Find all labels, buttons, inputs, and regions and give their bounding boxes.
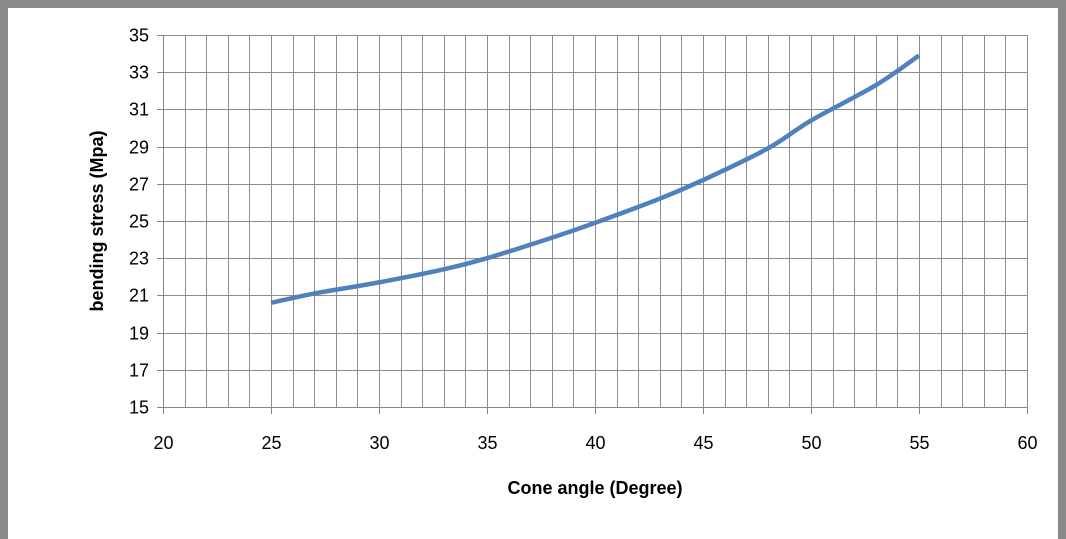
x-tick-label: 20 <box>153 433 173 453</box>
y-tick-label: 31 <box>129 100 149 120</box>
y-tick-label: 29 <box>129 138 149 158</box>
y-tick-labels: 15 17 19 21 23 25 27 29 31 33 35 <box>129 26 149 418</box>
x-tick-label: 30 <box>369 433 389 453</box>
gridlines <box>163 35 1028 407</box>
y-tick-label: 15 <box>129 398 149 418</box>
y-tick-label: 19 <box>129 324 149 344</box>
y-tick-label: 27 <box>129 175 149 195</box>
x-tick-label: 45 <box>693 433 713 453</box>
x-tick-label: 35 <box>477 433 497 453</box>
axes <box>157 35 1028 414</box>
y-tick-label: 23 <box>129 249 149 269</box>
series-lines <box>270 53 921 306</box>
x-tick-label: 25 <box>261 433 281 453</box>
y-tick-label: 33 <box>129 63 149 83</box>
x-axis-title: Cone angle (Degree) <box>507 478 682 498</box>
x-tick-labels: 20 25 30 35 40 45 50 55 60 <box>153 433 1037 453</box>
x-tick-label: 55 <box>909 433 929 453</box>
x-tick-label: 50 <box>801 433 821 453</box>
y-axis-title: bending stress (Mpa) <box>87 130 107 311</box>
series-line <box>270 53 921 306</box>
y-tick-label: 35 <box>129 26 149 46</box>
y-tick-label: 25 <box>129 212 149 232</box>
y-tick-label: 17 <box>129 361 149 381</box>
x-tick-label: 60 <box>1017 433 1037 453</box>
x-tick-label: 40 <box>585 433 605 453</box>
y-tick-label: 21 <box>129 286 149 306</box>
